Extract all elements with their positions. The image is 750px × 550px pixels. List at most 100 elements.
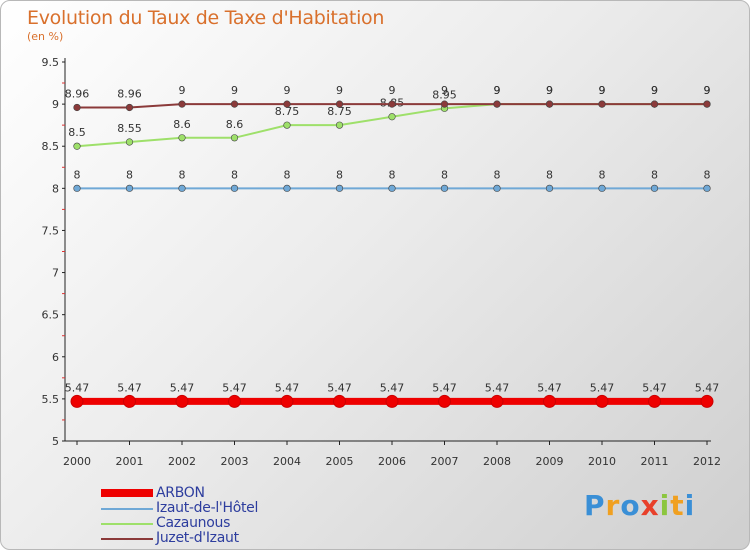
data-label: 9 [336,84,343,97]
x-tick-label: 2011 [641,455,669,468]
data-point [333,394,346,408]
data-label: 5.47 [275,381,300,394]
data-point [440,100,449,108]
data-point [280,394,294,408]
data-label: 9 [389,84,396,97]
data-label: 5.47 [222,381,247,394]
y-tick-label: 5 [52,435,59,448]
data-label: 9 [651,84,658,97]
x-tick-label: 2012 [693,455,721,468]
data-point [230,134,239,142]
data-point [123,394,136,408]
data-label: 5.47 [432,381,457,394]
data-point [178,100,186,108]
data-point [73,103,81,112]
data-label: 5.47 [380,381,405,394]
data-label: 5.47 [695,381,720,394]
data-point [283,100,291,108]
logo-letter: i [684,489,696,522]
data-point [335,184,344,192]
data-label: 8 [179,168,186,181]
data-label: 9 [179,84,186,97]
data-label: 5.47 [590,381,615,394]
data-point [388,100,396,108]
data-label: 8.6 [226,118,244,131]
data-point [175,394,189,408]
data-point [440,184,449,192]
data-label: 9 [284,84,291,97]
data-label: 9 [704,84,711,97]
data-point [230,100,239,108]
data-point [283,121,291,129]
data-label: 5.47 [327,381,352,394]
y-tick-label: 6 [52,351,59,364]
data-label: 8 [704,168,711,181]
data-point [650,100,659,108]
logo-letter: o [620,489,641,522]
data-label: 9 [546,84,553,97]
data-label: 9 [599,84,606,97]
data-label: 9 [546,84,553,97]
data-label: 8 [74,168,81,181]
data-point [700,394,714,408]
data-point [598,184,606,192]
data-point [178,184,186,192]
chart-title: Evolution du Taux de Taxe d'Habitation [27,7,385,29]
data-label: 5.47 [642,381,667,394]
data-label: 8.55 [117,122,142,135]
legend-label-izaut: Izaut-de-l'Hôtel [156,500,259,516]
data-point [545,184,554,192]
data-point [598,100,606,108]
data-point [648,394,661,408]
data-label: 8 [441,168,448,181]
data-point [490,394,504,408]
x-tick-label: 2005 [326,455,354,468]
legend-label-arbon: ARBON [156,485,205,501]
data-label: 8.5 [68,126,86,139]
data-point [125,184,134,192]
data-label: 9 [599,84,606,97]
data-label: 8.6 [173,118,191,131]
y-tick-label: 9 [52,98,59,111]
data-point [703,184,711,192]
data-point [438,394,451,408]
y-tick-label: 8.5 [42,140,60,153]
data-label: 9 [494,84,501,97]
data-label: 9 [651,84,658,97]
data-label: 8 [126,168,133,181]
data-point [543,394,556,408]
x-tick-label: 2006 [378,455,406,468]
data-label: 8.96 [65,87,90,100]
logo-letter: t [670,489,685,522]
x-tick-label: 2004 [273,455,301,468]
logo-letter: x [640,489,660,522]
data-label: 8 [651,168,658,181]
data-point [385,394,399,408]
data-label: 8 [599,168,606,181]
data-label: 8 [389,168,396,181]
series-line-2 [76,103,707,148]
x-tick-label: 2008 [483,455,511,468]
data-label: 9 [704,84,711,97]
data-point [73,142,81,150]
data-point [178,134,186,142]
data-label: 5.47 [537,381,562,394]
x-tick-label: 2001 [116,455,144,468]
x-tick-label: 2009 [536,455,564,468]
data-label: 9 [494,84,501,97]
data-point [125,103,134,112]
data-label: 5.47 [485,381,510,394]
legend-swatch-izaut [101,508,153,510]
legend-swatch-arbon [101,489,153,497]
legend-label-cazaunous: Cazaunous [156,515,231,531]
x-tick-label: 2010 [588,455,616,468]
data-label: 8.95 [432,88,457,101]
data-point [283,184,291,192]
data-label: 8.75 [275,105,300,118]
proxiti-logo: Proxiti [584,489,695,522]
data-point [650,184,659,192]
data-label: 8.75 [327,105,352,118]
data-point [228,394,241,408]
x-tick-label: 2007 [431,455,459,468]
